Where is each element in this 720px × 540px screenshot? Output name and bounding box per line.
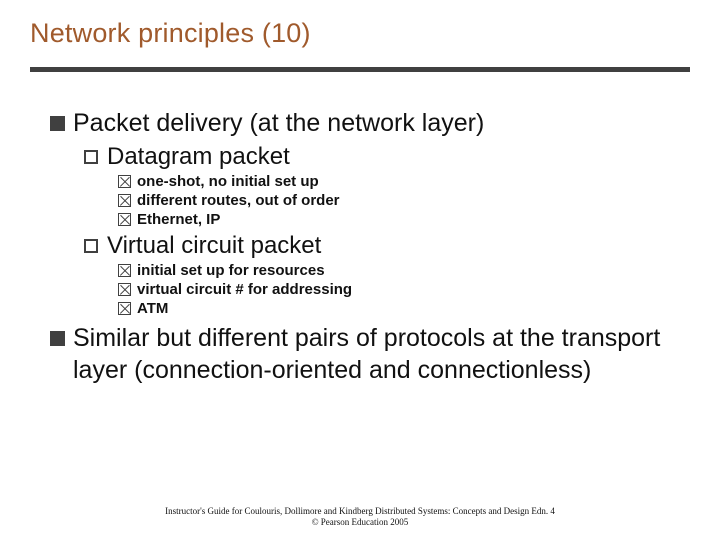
bullet-text: Datagram packet (107, 143, 290, 171)
square-filled-icon (50, 116, 65, 131)
x-box-icon (118, 264, 131, 277)
x-box-icon (118, 302, 131, 315)
bullet-text: initial set up for resources (137, 262, 325, 279)
slide-title: Network principles (10) (30, 18, 690, 49)
x-box-icon (118, 283, 131, 296)
slide-footer: Instructor's Guide for Coulouris, Dollim… (0, 506, 720, 529)
bullet-level3: one-shot, no initial set up (118, 173, 680, 190)
bullet-level3: Ethernet, IP (118, 211, 680, 228)
footer-line: Instructor's Guide for Coulouris, Dollim… (0, 506, 720, 517)
bullet-text: Virtual circuit packet (107, 232, 321, 260)
bullet-level3: different routes, out of order (118, 192, 680, 209)
square-filled-icon (50, 331, 65, 346)
square-outline-icon (84, 239, 98, 253)
slide: Network principles (10) Packet delivery … (0, 0, 720, 540)
bullet-level2: Virtual circuit packet (84, 232, 680, 260)
slide-content: Packet delivery (at the network layer) D… (0, 72, 720, 386)
bullet-text: Similar but different pairs of protocols… (73, 323, 680, 386)
bullet-text: Packet delivery (at the network layer) (73, 108, 484, 139)
bullet-text: different routes, out of order (137, 192, 340, 209)
x-box-icon (118, 194, 131, 207)
bullet-level3: ATM (118, 300, 680, 317)
bullet-level3: initial set up for resources (118, 262, 680, 279)
bullet-text: Ethernet, IP (137, 211, 220, 228)
bullet-level3: virtual circuit # for addressing (118, 281, 680, 298)
x-box-icon (118, 213, 131, 226)
x-box-icon (118, 175, 131, 188)
square-outline-icon (84, 150, 98, 164)
footer-line: © Pearson Education 2005 (0, 517, 720, 528)
title-block: Network principles (10) (0, 0, 720, 57)
bullet-level1: Packet delivery (at the network layer) (50, 108, 680, 139)
bullet-level2: Datagram packet (84, 143, 680, 171)
bullet-text: ATM (137, 300, 168, 317)
bullet-text: virtual circuit # for addressing (137, 281, 352, 298)
bullet-text: one-shot, no initial set up (137, 173, 319, 190)
bullet-level1: Similar but different pairs of protocols… (50, 323, 680, 386)
